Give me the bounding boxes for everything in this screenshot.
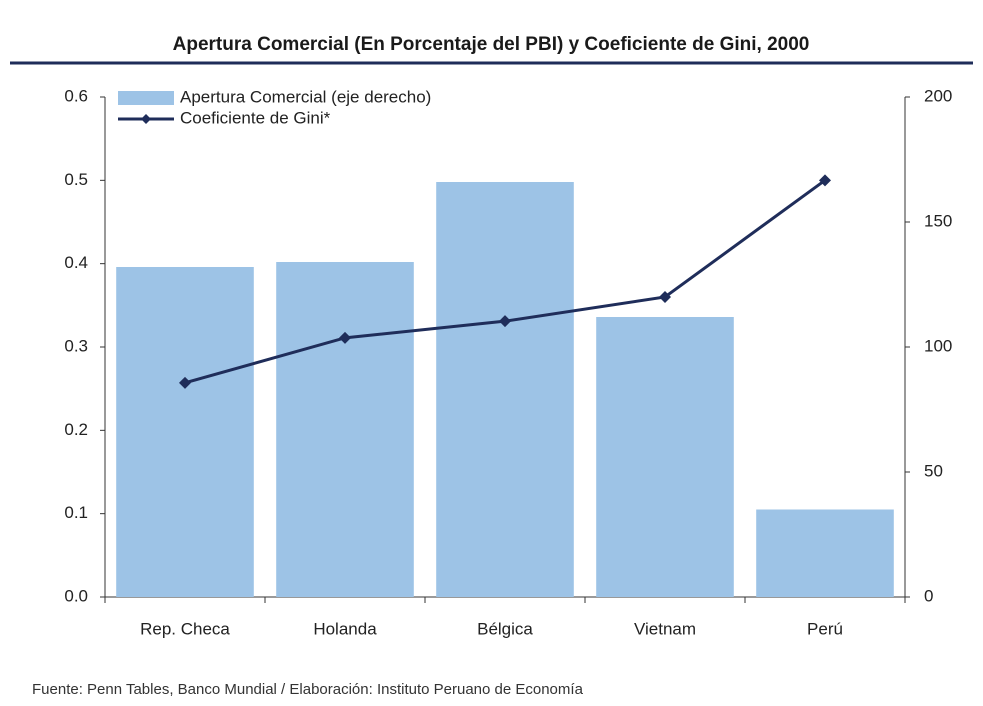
y-tick-label: 0.4 [64,253,88,272]
y-tick-label: 0.1 [64,503,88,522]
y-tick-label: 0.5 [64,170,88,189]
y-tick-label: 0.0 [64,586,88,605]
bar [276,262,414,597]
line-marker [339,331,351,344]
y2-tick-label: 0 [924,586,933,605]
legend-swatch [118,91,174,105]
chart-title: Apertura Comercial (En Porcentaje del PB… [173,34,810,55]
line-marker [179,376,191,389]
legend-marker [141,114,151,124]
line-marker [499,315,511,328]
x-tick-label: Rep. Checa [140,619,230,638]
y-tick-label: 0.6 [64,86,88,105]
bar [436,182,574,597]
y-tick-label: 0.3 [64,336,88,355]
line-marker [659,291,671,303]
line-marker [819,174,831,187]
bar [756,509,894,597]
x-tick-label: Bélgica [477,619,533,638]
bar [596,317,734,597]
y-tick-label: 0.2 [64,420,88,439]
y2-tick-label: 150 [924,211,952,230]
x-tick-label: Perú [807,619,843,638]
x-tick-label: Vietnam [634,619,696,638]
legend-label: Apertura Comercial (eje derecho) [180,87,431,106]
legend-label: Coeficiente de Gini* [180,108,331,127]
source-note: Fuente: Penn Tables, Banco Mundial / Ela… [32,681,584,698]
y2-tick-label: 100 [924,336,952,355]
bar [116,267,254,597]
x-tick-label: Holanda [313,619,377,638]
y2-tick-label: 200 [924,86,952,105]
y2-tick-label: 50 [924,461,943,480]
